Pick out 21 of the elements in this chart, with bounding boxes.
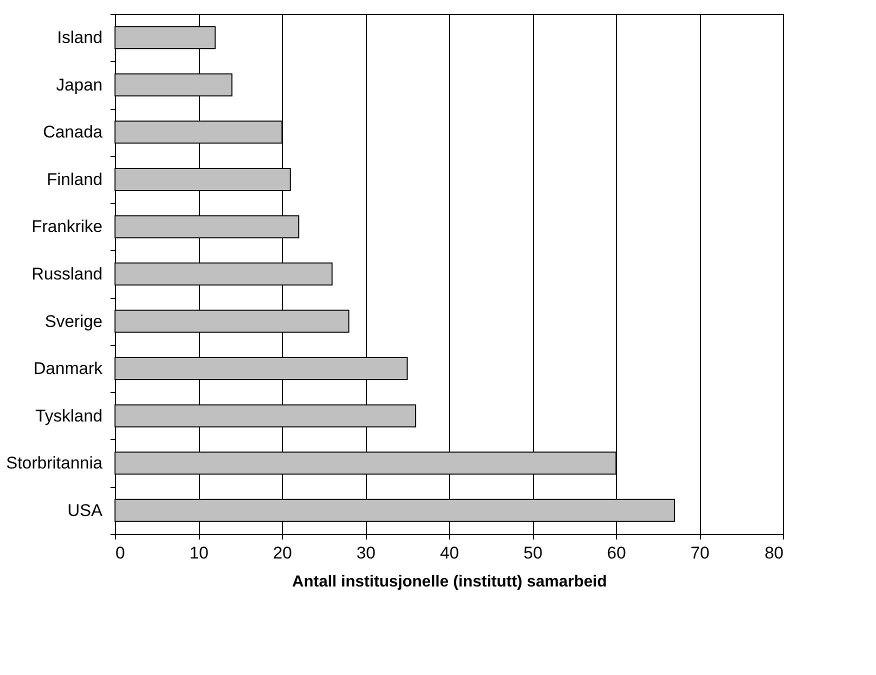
x-tick-label: 50 (524, 544, 542, 562)
x-tick-label: 20 (273, 544, 292, 562)
x-tick-label: 60 (607, 544, 626, 562)
y-tick-label: USA (68, 500, 104, 520)
y-tick-label: Finland (46, 170, 102, 189)
y-tick-label: Japan (56, 75, 102, 94)
x-tick-label: 70 (690, 544, 710, 562)
y-tick-label: Canada (42, 122, 104, 142)
x-tick-label: 40 (440, 544, 459, 562)
x-axis-title: Antall institusjonelle (institutt) samarbeid (292, 574, 607, 590)
x-tick-label: 10 (190, 544, 208, 562)
y-tick-label: Russland (32, 264, 102, 284)
x-tick-label: 0 (116, 544, 125, 562)
x-tick-label: 80 (764, 544, 784, 562)
y-tick-label: Danmark (34, 359, 103, 378)
y-tick-label: Tyskland (35, 406, 102, 426)
x-tick-label: 30 (356, 544, 376, 562)
y-tick-label: Frankrike (32, 217, 102, 236)
y-tick-label: Sverige (44, 312, 102, 331)
y-tick-label: Island (57, 28, 102, 48)
y-tick-label: Storbritannia (6, 454, 104, 473)
